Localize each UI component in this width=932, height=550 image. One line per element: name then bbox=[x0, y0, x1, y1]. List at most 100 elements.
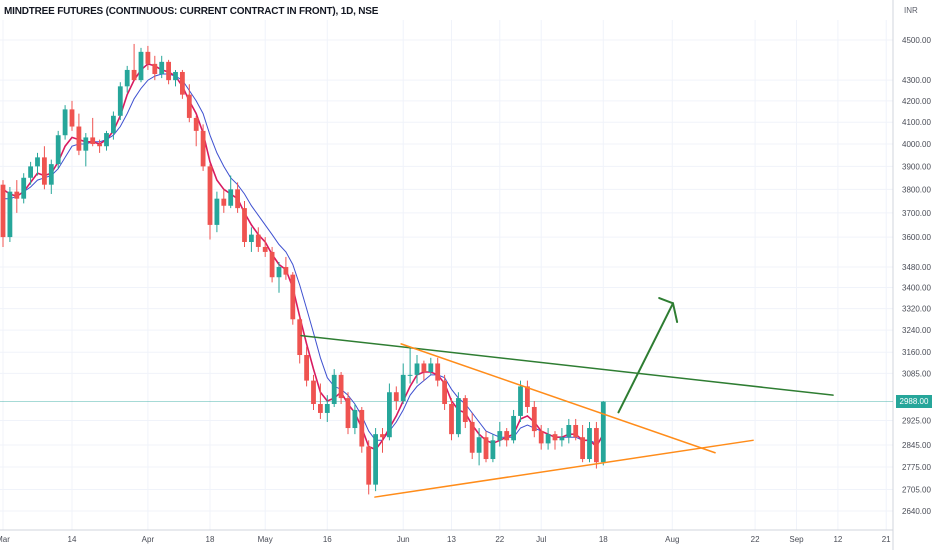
candle-body bbox=[594, 428, 599, 463]
candle-body bbox=[462, 398, 468, 422]
candle-body bbox=[180, 71, 185, 95]
candle-body bbox=[428, 363, 434, 372]
candle-body bbox=[242, 208, 247, 242]
candle-body bbox=[235, 189, 240, 209]
candle-body bbox=[318, 404, 323, 413]
candle-body bbox=[173, 71, 178, 81]
y-tick-label: 3700.00 bbox=[902, 209, 931, 218]
candle-body bbox=[117, 86, 123, 116]
candle-body bbox=[35, 157, 40, 167]
candle-body bbox=[276, 267, 282, 278]
candle-body bbox=[262, 246, 268, 252]
candle-body bbox=[48, 164, 54, 185]
y-tick-label: 3320.00 bbox=[902, 305, 931, 314]
x-tick-label: Mar bbox=[0, 535, 10, 544]
candle-body bbox=[414, 363, 420, 375]
y-tick-label: 4100.00 bbox=[902, 118, 931, 127]
x-tick-label: Aug bbox=[665, 535, 679, 544]
y-tick-label: 4200.00 bbox=[902, 97, 931, 106]
currency-label: INR bbox=[904, 6, 918, 15]
candle-body bbox=[0, 184, 6, 238]
triangle-lower-line bbox=[374, 439, 754, 498]
candle-body bbox=[352, 409, 358, 429]
candle-body bbox=[111, 115, 116, 134]
x-tick-label: 22 bbox=[495, 535, 504, 544]
candle-body bbox=[387, 392, 392, 438]
candle-body bbox=[456, 398, 461, 435]
candle-body bbox=[545, 434, 551, 444]
candle-body bbox=[518, 386, 523, 416]
last-price-tag: 2988.00 bbox=[896, 395, 932, 409]
y-tick-label: 3900.00 bbox=[902, 162, 931, 171]
moving-average-slow bbox=[3, 73, 604, 444]
breakout-arrow-head-left bbox=[658, 297, 674, 305]
x-tick-label: 16 bbox=[323, 535, 332, 544]
y-tick-label: 3085.00 bbox=[902, 369, 931, 378]
moving-average-fast bbox=[2, 63, 604, 451]
candle-body bbox=[476, 437, 482, 453]
candle-body bbox=[21, 177, 27, 199]
candle-body bbox=[76, 126, 82, 151]
candle-body bbox=[283, 267, 289, 275]
candle-body bbox=[28, 166, 33, 178]
breakout-arrow-shaft bbox=[617, 302, 674, 414]
moving-averages bbox=[2, 63, 604, 451]
x-axis: Mar 14 Apr 18 May 16 Jun 13 22 Jul 18 Aug 22 Sep 12 21 bbox=[0, 535, 891, 544]
candle-body bbox=[55, 135, 61, 165]
y-tick-label: 3400.00 bbox=[902, 284, 931, 293]
candle-body bbox=[587, 428, 592, 460]
candle-body bbox=[483, 437, 489, 460]
y-tick-label: 3600.00 bbox=[902, 233, 931, 242]
candle-body bbox=[538, 431, 544, 444]
breakout-arrow-head-right bbox=[671, 302, 679, 323]
candle-body bbox=[580, 437, 585, 460]
candle-body bbox=[269, 251, 275, 278]
x-tick-label: 18 bbox=[599, 535, 608, 544]
candle-body bbox=[373, 434, 378, 485]
candle-body bbox=[69, 109, 75, 127]
y-tick-label: 2705.00 bbox=[902, 486, 931, 495]
x-tick-label: Sep bbox=[789, 535, 804, 544]
chart-title: MINDTREE FUTURES (CONTINUOUS: CURRENT CO… bbox=[4, 6, 379, 17]
candle-body bbox=[145, 51, 151, 64]
candle-body bbox=[297, 319, 303, 356]
candle-body bbox=[304, 355, 309, 381]
y-tick-label: 3240.00 bbox=[902, 326, 931, 335]
candle-body bbox=[345, 398, 351, 429]
candle-body bbox=[186, 94, 192, 118]
y-tick-label: 3160.00 bbox=[902, 348, 931, 357]
green-trendline bbox=[300, 334, 834, 396]
candle-body bbox=[200, 130, 206, 167]
candle-body bbox=[552, 434, 558, 441]
candle-body bbox=[42, 157, 47, 185]
x-tick-label: Apr bbox=[142, 535, 155, 544]
candle-body bbox=[255, 234, 261, 247]
candle-body bbox=[504, 431, 510, 441]
candle-body bbox=[497, 431, 503, 441]
candle-body bbox=[131, 69, 137, 81]
candle-body bbox=[435, 363, 441, 381]
x-tick-label: 14 bbox=[68, 535, 77, 544]
candle-body bbox=[90, 137, 96, 145]
candle-body bbox=[104, 133, 109, 147]
candles bbox=[0, 43, 606, 495]
candle-body bbox=[566, 425, 572, 438]
candle-body bbox=[311, 380, 316, 405]
candle-body bbox=[207, 166, 213, 225]
candle-body bbox=[228, 189, 234, 206]
y-tick-label: 3480.00 bbox=[902, 263, 931, 272]
triangle-upper-line bbox=[400, 343, 716, 454]
candle-body bbox=[380, 434, 385, 438]
candle-body bbox=[573, 425, 579, 438]
candle-body bbox=[531, 406, 537, 432]
candle-body bbox=[62, 109, 68, 136]
candle-body bbox=[214, 198, 220, 225]
candle-body bbox=[97, 144, 102, 147]
candle-body bbox=[138, 51, 144, 81]
candle-body bbox=[83, 137, 89, 151]
candle-body bbox=[7, 191, 13, 238]
candle-body bbox=[193, 117, 199, 131]
candle-body bbox=[407, 374, 413, 376]
